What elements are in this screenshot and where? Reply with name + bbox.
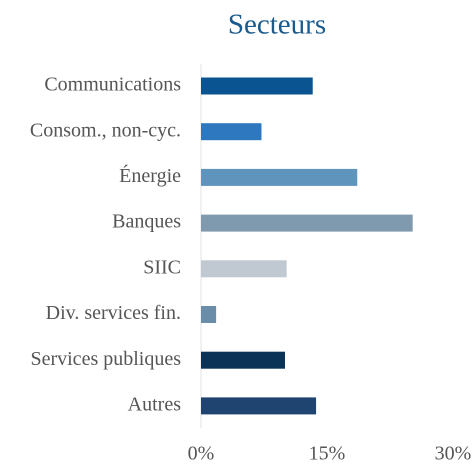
x-tick-label: 30% xyxy=(435,443,472,465)
y-tick-label: Autres xyxy=(128,393,182,415)
bar xyxy=(201,168,358,186)
y-tick-label: Services publiques xyxy=(30,348,181,370)
bar xyxy=(201,397,317,415)
y-tick-label: Communications xyxy=(44,74,181,96)
bar xyxy=(201,260,287,278)
bar xyxy=(201,214,413,232)
bar xyxy=(201,123,262,141)
chart-title: Secteurs xyxy=(228,9,326,41)
y-tick-label: SIIC xyxy=(143,256,181,278)
y-tick-label: Énergie xyxy=(119,164,181,187)
y-tick-label: Consom., non-cyc. xyxy=(30,119,181,141)
bar xyxy=(201,306,217,323)
y-tick-label: Banques xyxy=(112,211,181,233)
x-tick-label: 15% xyxy=(309,443,346,465)
bar xyxy=(201,77,313,95)
bar xyxy=(201,351,285,369)
x-tick-label: 0% xyxy=(188,443,215,465)
y-tick-label: Div. services fin. xyxy=(46,302,181,324)
